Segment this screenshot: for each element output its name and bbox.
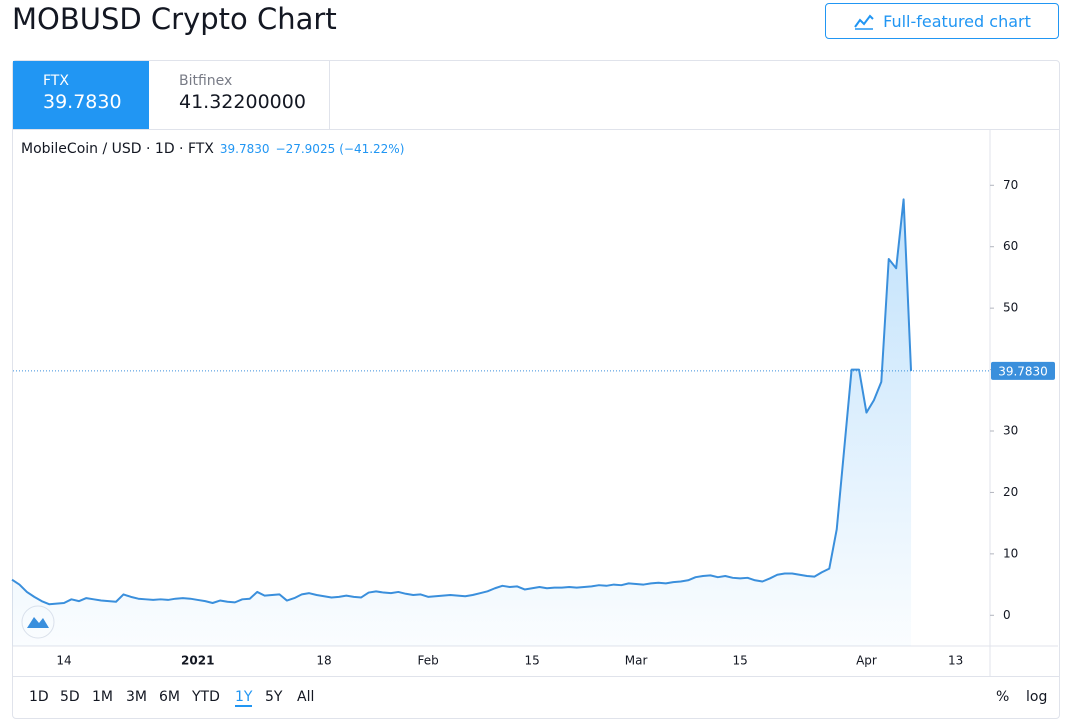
x-tick-label: 18 xyxy=(316,654,331,668)
divider xyxy=(13,676,1059,677)
x-tick-label: 14 xyxy=(56,654,71,668)
price-line xyxy=(11,198,913,606)
area xyxy=(12,199,912,646)
exchange-tab[interactable]: FTX 39.7830 xyxy=(13,61,149,129)
divider xyxy=(13,129,1059,130)
y-tick-label: 70 xyxy=(1003,178,1018,192)
change: −27.9025 xyxy=(275,142,336,156)
full-chart-button[interactable]: Full-featured chart xyxy=(825,3,1059,39)
range-button[interactable]: 3M xyxy=(126,689,147,705)
exchange-price: 39.7830 xyxy=(43,91,122,113)
y-tick-label: 0 xyxy=(1003,608,1011,622)
y-tick-label: 30 xyxy=(1003,424,1018,438)
exchange-price: 41.32200000 xyxy=(179,91,306,113)
exchange-name: Bitfinex xyxy=(179,73,233,89)
button-label: Full-featured chart xyxy=(883,11,1031,31)
range-button[interactable]: % xyxy=(996,689,1010,705)
x-tick-label: 15 xyxy=(524,654,539,668)
x-tick-label: 2021 xyxy=(181,654,214,668)
x-tick-label: Mar xyxy=(625,654,648,668)
range-button[interactable]: All xyxy=(297,689,315,705)
range-button[interactable]: log xyxy=(1026,689,1048,705)
chart-legend: MobileCoin / USD · 1D · FTX 39.7830 −27.90… xyxy=(21,141,404,157)
y-tick-label: 60 xyxy=(1003,239,1018,253)
exchange-name: FTX xyxy=(43,73,69,89)
range-button[interactable]: 5D xyxy=(60,689,80,705)
last-price-label: 39.7830 xyxy=(998,364,1048,378)
chart-panel xyxy=(12,60,1060,719)
range-button[interactable]: 1D xyxy=(29,689,49,705)
exchange-tab[interactable]: Bitfinex 41.32200000 xyxy=(149,61,330,129)
y-tick-label: 20 xyxy=(1003,485,1018,499)
range-button[interactable]: 6M xyxy=(159,689,180,705)
symbol: MobileCoin / USD · 1D · FTX xyxy=(21,141,214,157)
range-button[interactable]: 5Y xyxy=(265,689,283,705)
page-title: MOBUSD Crypto Chart xyxy=(12,2,337,36)
x-tick-label: 13 xyxy=(948,654,963,668)
range-button[interactable]: 1M xyxy=(92,689,113,705)
change-pct: (−41.22%) xyxy=(339,142,405,156)
y-tick-label: 50 xyxy=(1003,301,1018,315)
last-price: 39.7830 xyxy=(219,142,270,156)
last-price-box xyxy=(991,361,1055,380)
range-button[interactable]: 1Y xyxy=(235,689,253,707)
x-tick-label: Feb xyxy=(417,654,438,668)
range-button[interactable]: YTD xyxy=(192,689,220,705)
x-tick-label: Apr xyxy=(856,654,877,668)
x-tick-label: 15 xyxy=(732,654,747,668)
chart-icon xyxy=(854,14,874,30)
y-tick-label: 10 xyxy=(1003,546,1018,560)
